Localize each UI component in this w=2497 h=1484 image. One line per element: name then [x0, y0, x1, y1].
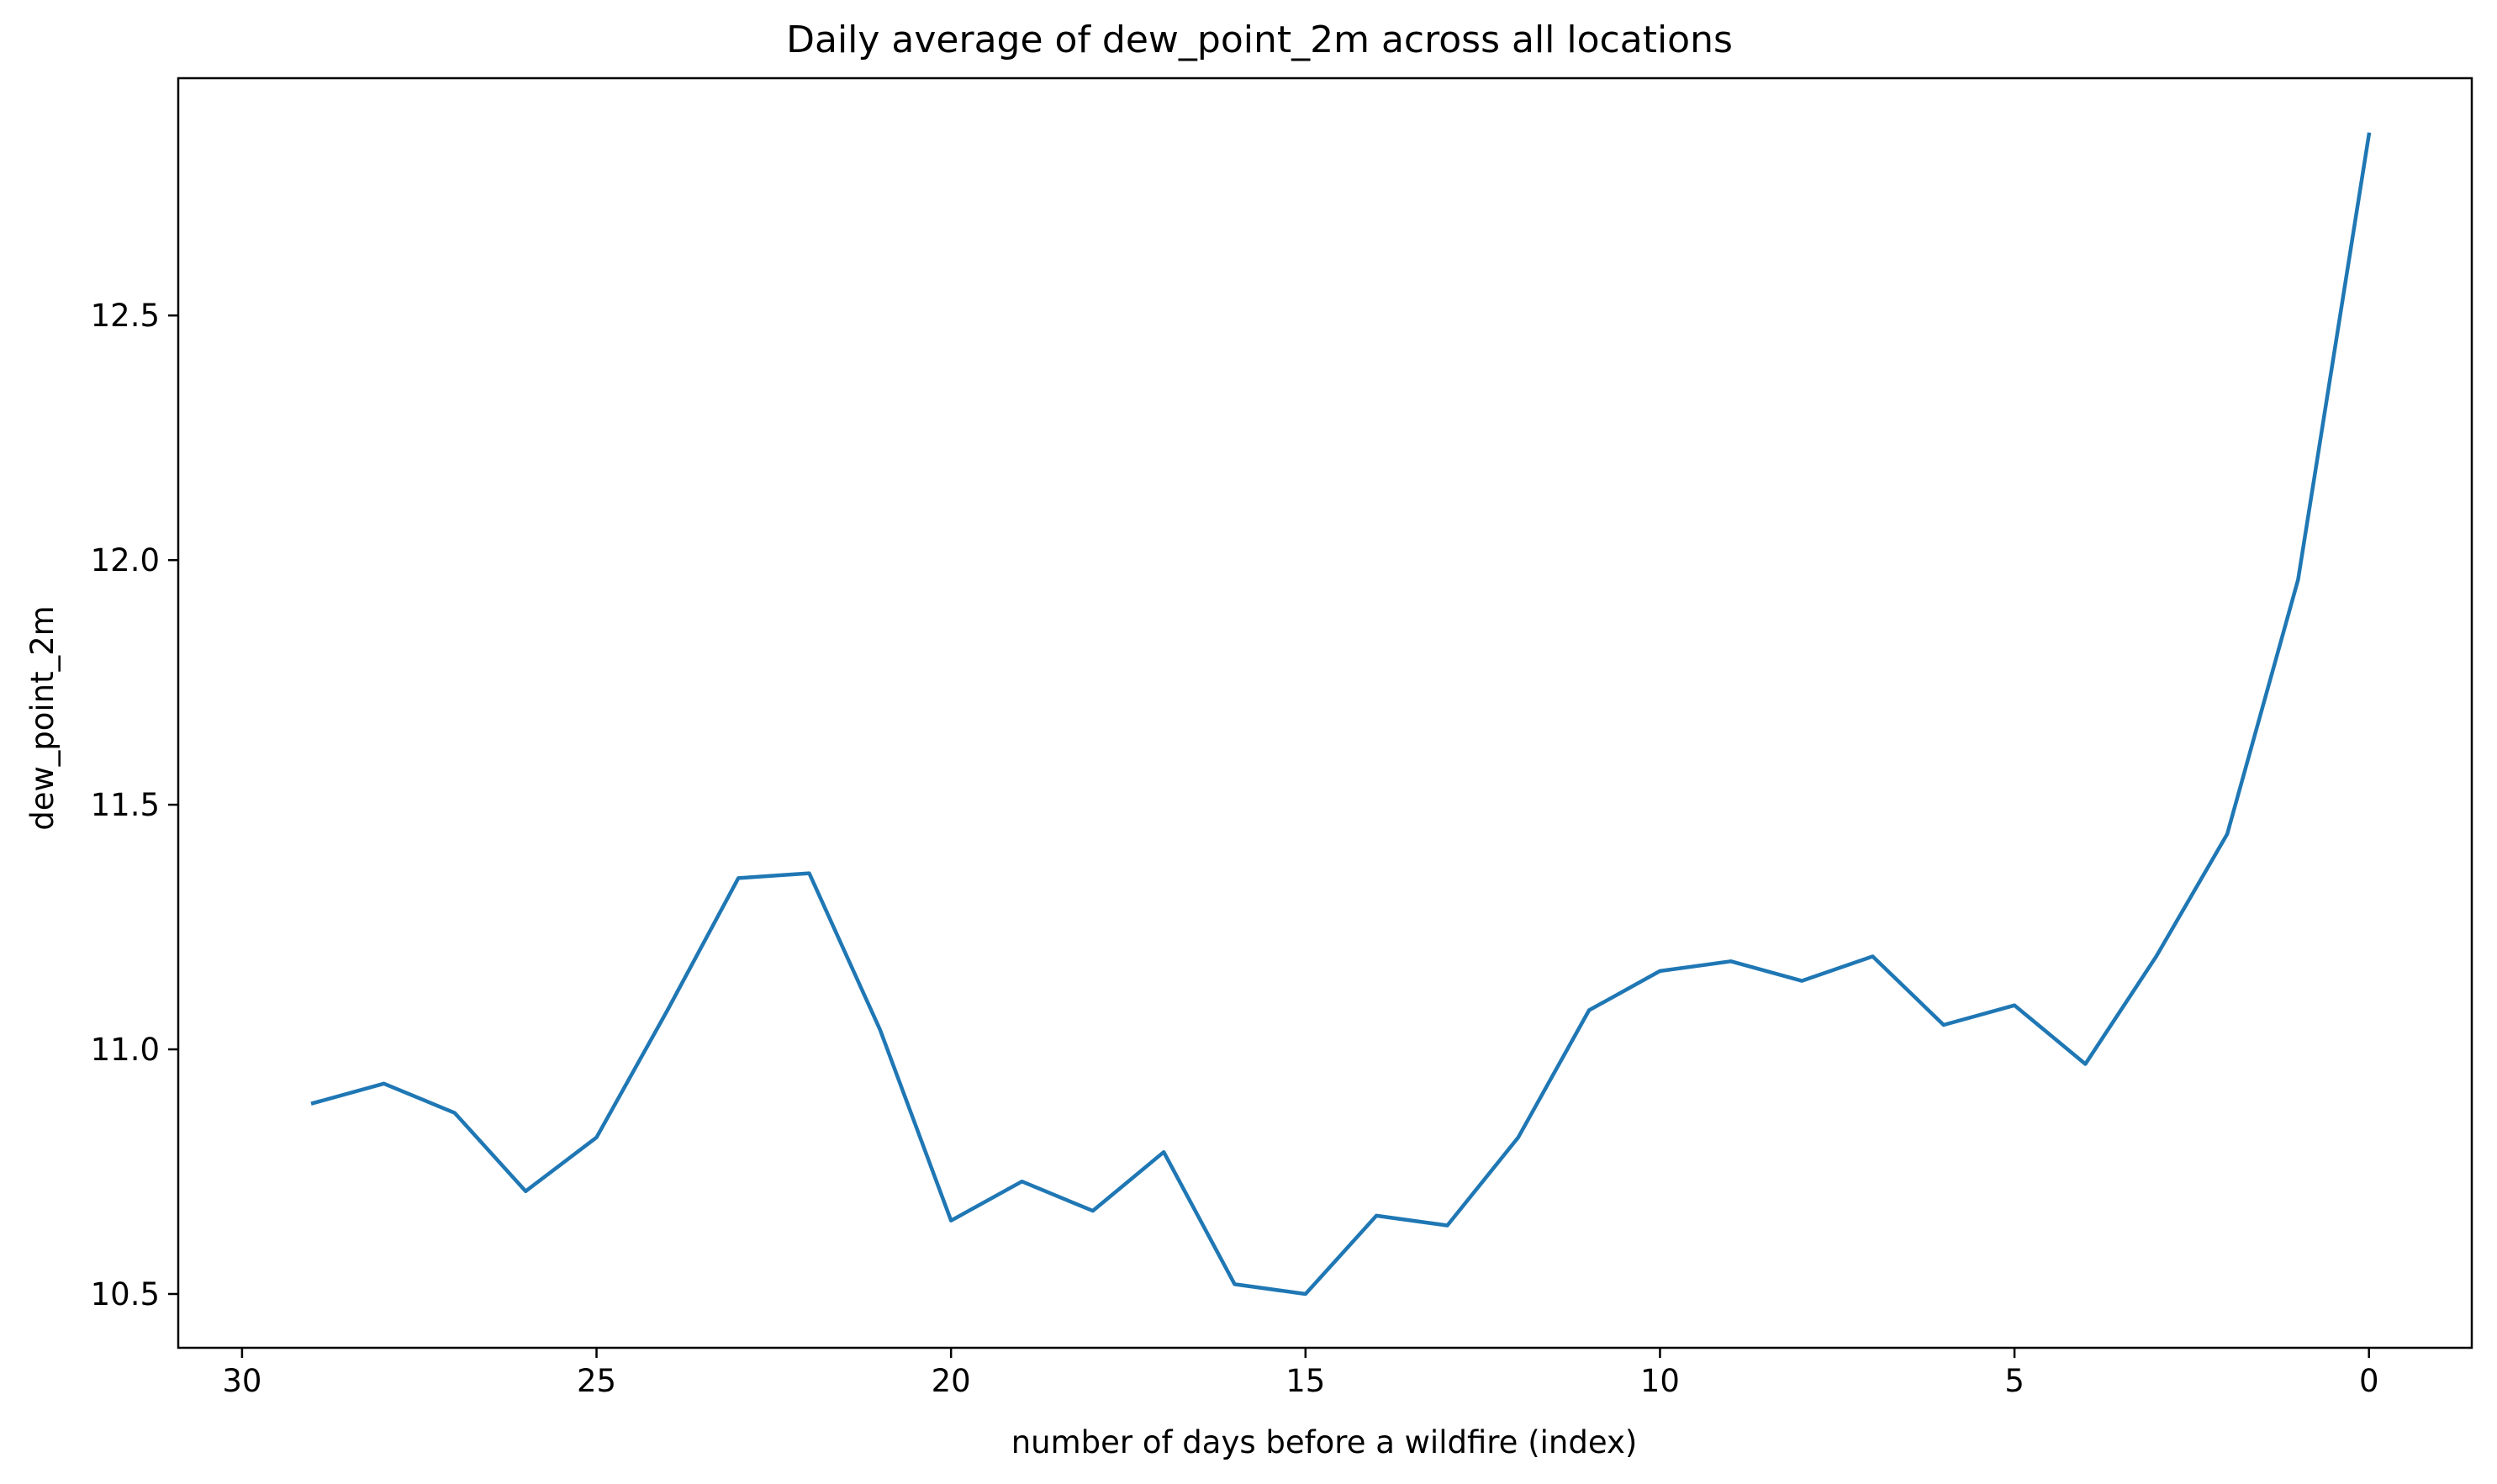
x-tick-label: 0: [2359, 1363, 2379, 1399]
chart-title: Daily average of dew_point_2m across all…: [786, 18, 1733, 61]
x-axis: 30 25 20 15 10 5 0: [222, 1348, 2378, 1399]
series-line: [310, 132, 2372, 1297]
x-tick-label: 5: [2004, 1363, 2025, 1399]
x-tick-label: 25: [577, 1363, 616, 1399]
x-axis-label: number of days before a wildfire (index): [1011, 1424, 1638, 1460]
y-tick-label: 10.5: [91, 1276, 160, 1312]
plot-area: [177, 77, 2473, 1349]
x-tick-label: 20: [932, 1363, 971, 1399]
y-tick-label: 12.0: [91, 542, 160, 578]
x-tick-label: 30: [222, 1363, 261, 1399]
y-tick-label: 11.5: [91, 787, 160, 823]
plot-frame: [177, 77, 2473, 1349]
y-axis: 10.5 11.0 11.5 12.0 12.5: [91, 298, 178, 1312]
x-tick-label: 10: [1640, 1363, 1680, 1399]
y-tick-label: 11.0: [91, 1032, 160, 1068]
y-tick-label: 12.5: [91, 298, 160, 334]
x-tick-label: 15: [1285, 1363, 1325, 1399]
y-axis-label: dew_point_2m: [24, 605, 61, 830]
